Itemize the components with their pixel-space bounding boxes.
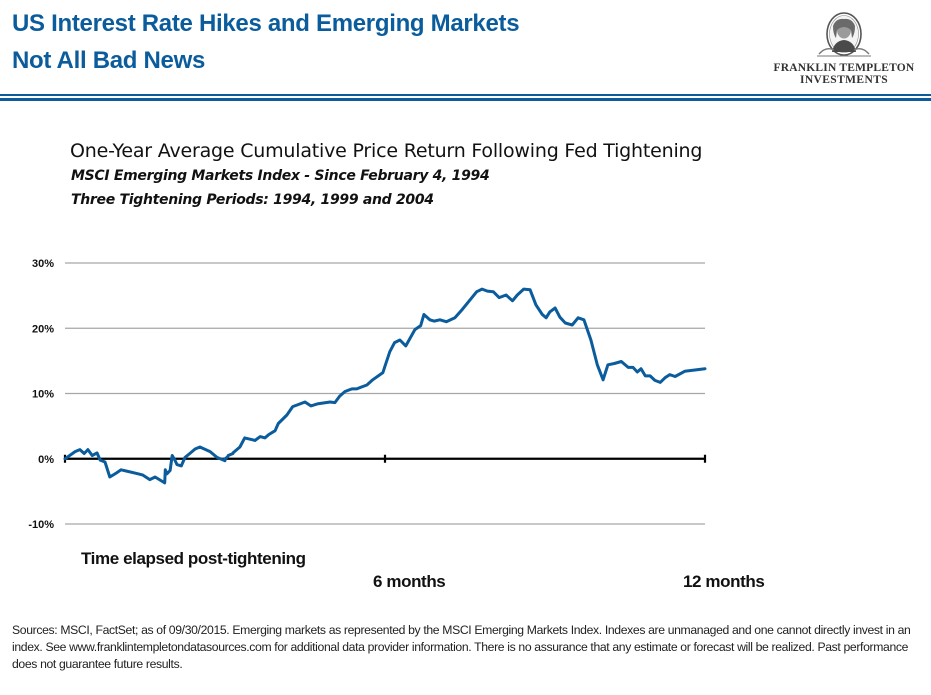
series-line-0 — [63, 287, 707, 485]
y-axis-tick-labels: 30% 20% 10% 0% -10% — [28, 258, 54, 531]
logo-text-line2: INVESTMENTS — [799, 74, 889, 86]
chart-title: One-Year Average Cumulative Price Return… — [70, 140, 703, 162]
x-tick-label-12-months: 12 months — [683, 572, 765, 591]
y-tick-label: 0% — [38, 454, 54, 466]
slide-title-line2: Not All Bad News — [12, 47, 206, 74]
x-tick-label-6-months: 6 months — [373, 572, 446, 591]
x-axis — [63, 454, 707, 463]
slide-title-line1: US Interest Rate Hikes and Emerging Mark… — [12, 10, 520, 37]
y-tick-label: 30% — [32, 258, 54, 270]
y-tick-label: 10% — [32, 389, 54, 401]
chart-subtitle-index: MSCI Emerging Markets Index - Since Febr… — [71, 168, 490, 184]
series-lines — [63, 287, 707, 485]
header-divider-thick — [0, 98, 931, 101]
sources-footnote: Sources: MSCI, FactSet; as of 09/30/2015… — [12, 623, 911, 671]
gridlines — [65, 262, 705, 525]
chart-subtitle-periods: Three Tightening Periods: 1994, 1999 and… — [71, 192, 434, 208]
logo-text-line1: FRANKLIN TEMPLETON — [773, 62, 915, 74]
y-tick-label: -10% — [28, 519, 54, 531]
benjamin-franklin-portrait-icon — [817, 12, 871, 57]
y-tick-label: 20% — [32, 323, 54, 335]
header-divider-thin — [0, 94, 931, 96]
x-axis-title: Time elapsed post-tightening — [81, 549, 306, 568]
franklin-templeton-logo: FRANKLIN TEMPLETON INVESTMENTS — [770, 12, 918, 86]
